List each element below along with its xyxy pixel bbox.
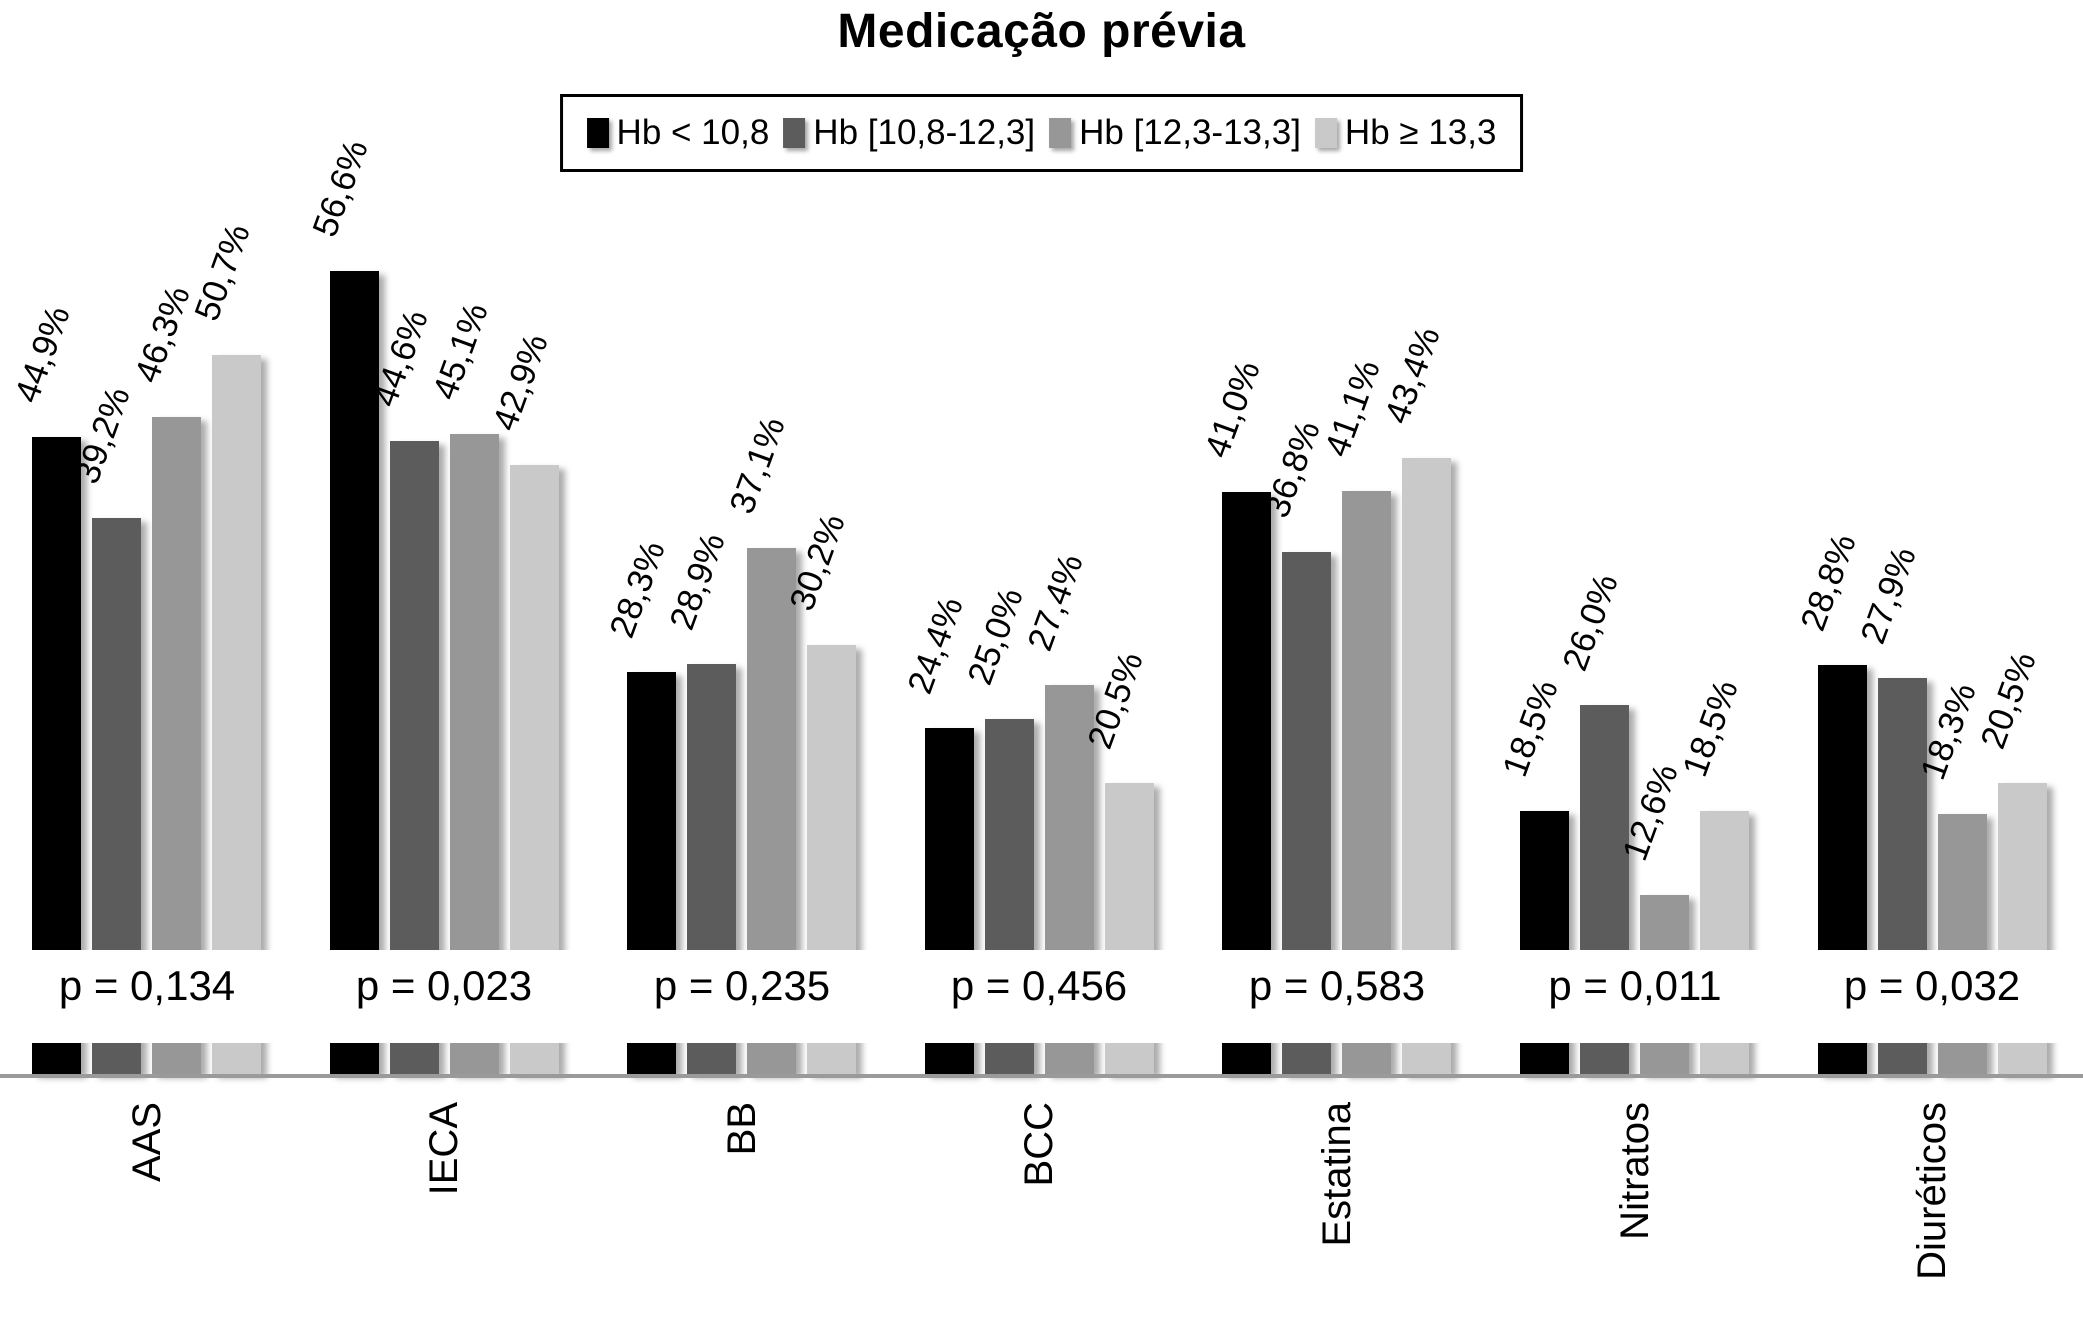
p-value-label: p = 0,456	[950, 962, 1128, 1009]
bar-value-label: 27,4%	[1020, 549, 1091, 656]
legend-label: Hb ≥ 13,3	[1344, 113, 1497, 152]
legend-swatch-icon	[783, 118, 806, 148]
p-value-label: p = 0,235	[653, 962, 831, 1009]
bar-value-label: 44,9%	[7, 301, 78, 408]
bar-value-label: 24,4%	[900, 592, 971, 699]
category-label: Estatina	[1315, 1102, 1359, 1247]
legend-item: Hb ≥ 13,3	[1314, 113, 1497, 153]
chart-title: Medicação prévia	[837, 5, 1246, 58]
category-label: BB	[720, 1102, 764, 1156]
bar-value-label: 56,6%	[305, 135, 376, 242]
bar-value-label: 28,8%	[1793, 529, 1864, 636]
bar-value-label: 43,4%	[1377, 322, 1448, 429]
legend-swatch-icon	[1049, 118, 1072, 148]
legend-item: Hb [12,3-13,3]	[1049, 113, 1301, 153]
bar-value-label: 36,8%	[1257, 416, 1328, 523]
bar-value-label: 41,0%	[1197, 356, 1268, 463]
p-value-label: p = 0,134	[58, 962, 236, 1009]
legend: Hb < 10,8 Hb [10,8-12,3] Hb [12,3-13,3] Hb …	[559, 94, 1524, 172]
category-label: BCC	[1017, 1102, 1061, 1187]
bar-value-label: 28,9%	[662, 528, 733, 635]
bar-value-label: 26,0%	[1555, 569, 1626, 676]
legend-label: Hb [10,8-12,3]	[813, 113, 1036, 152]
bar-value-label: 42,9%	[485, 329, 556, 436]
bar	[330, 271, 379, 1074]
bar-value-label: 46,3%	[127, 281, 198, 388]
category-label: Nitratos	[1613, 1102, 1657, 1240]
bar-value-label: 27,9%	[1853, 542, 1924, 649]
bar-value-label: 41,1%	[1317, 355, 1388, 462]
p-value-label: p = 0,583	[1248, 962, 1426, 1009]
bar-value-label: 18,5%	[1675, 675, 1746, 782]
legend-item: Hb < 10,8	[586, 113, 770, 153]
bar-value-label: 50,7%	[187, 219, 258, 326]
bar-value-label: 20,5%	[1973, 647, 2044, 754]
legend-swatch-icon	[586, 118, 609, 148]
p-value-label: p = 0,032	[1843, 962, 2021, 1009]
p-value-band	[0, 950, 2083, 1043]
p-value-label: p = 0,023	[355, 962, 533, 1009]
legend-label: Hb [12,3-13,3]	[1079, 113, 1301, 152]
bar-value-label: 45,1%	[425, 298, 496, 405]
bar-value-label: 39,2%	[67, 382, 138, 489]
category-label: Diuréticos	[1910, 1102, 1954, 1280]
bar-value-label: 28,3%	[602, 536, 673, 643]
legend-label: Hb < 10,8	[616, 113, 770, 152]
category-label: AAS	[125, 1102, 169, 1183]
legend-item: Hb [10,8-12,3]	[783, 113, 1035, 153]
p-value-label: p = 0,011	[1548, 962, 1722, 1009]
legend-swatch-icon	[1314, 118, 1337, 148]
bar-value-label: 25,0%	[960, 583, 1031, 690]
category-label: IECA	[422, 1102, 466, 1196]
x-axis-line	[0, 1074, 2083, 1078]
bar-value-label: 18,5%	[1495, 675, 1566, 782]
bar-value-label: 37,1%	[722, 412, 793, 519]
